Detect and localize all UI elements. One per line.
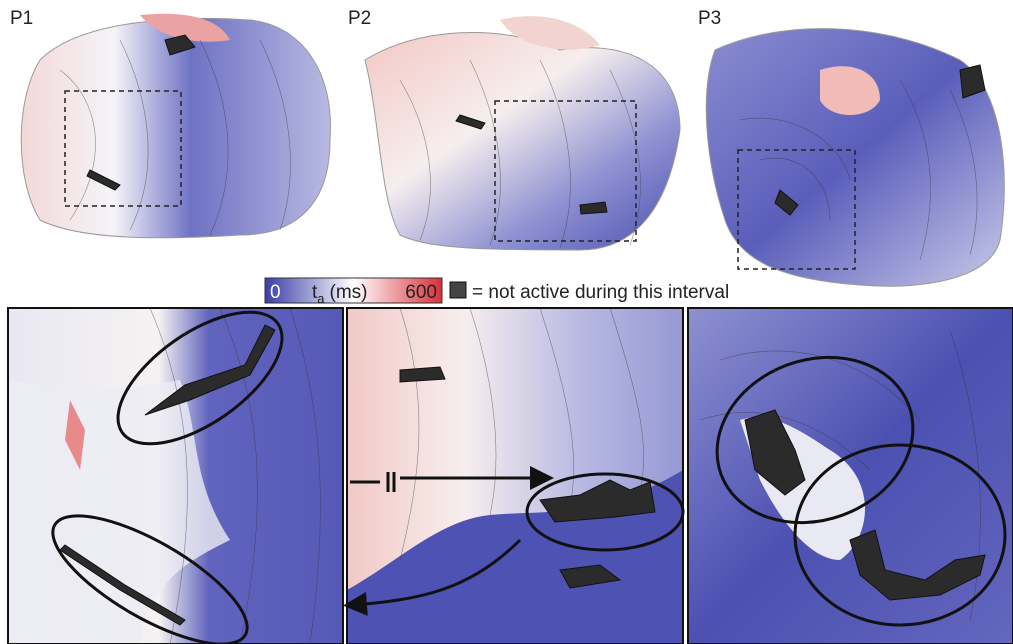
top-panel-p3 (706, 29, 1004, 287)
zoom-panel-1 (8, 287, 343, 644)
panel-label: P2 (348, 8, 371, 29)
panel-label: P1 (10, 8, 33, 29)
legend-text: = not active during this interval (472, 282, 729, 303)
zoom-panel-3 (688, 308, 1013, 644)
colorbar: 0 ta(ms) 600 = not active during this in… (265, 278, 729, 306)
zoom-panel-2 (347, 308, 683, 644)
legend-swatch (450, 282, 466, 298)
colorbar-min: 0 (270, 282, 281, 303)
colorbar-max: 600 (405, 282, 437, 303)
top-panel-p2 (365, 16, 680, 250)
figure: P1 P2 P3 0 ta(ms) 600 = not active durin… (0, 0, 1013, 644)
panel-label: P3 (698, 8, 721, 29)
top-panel-p1 (21, 14, 330, 238)
